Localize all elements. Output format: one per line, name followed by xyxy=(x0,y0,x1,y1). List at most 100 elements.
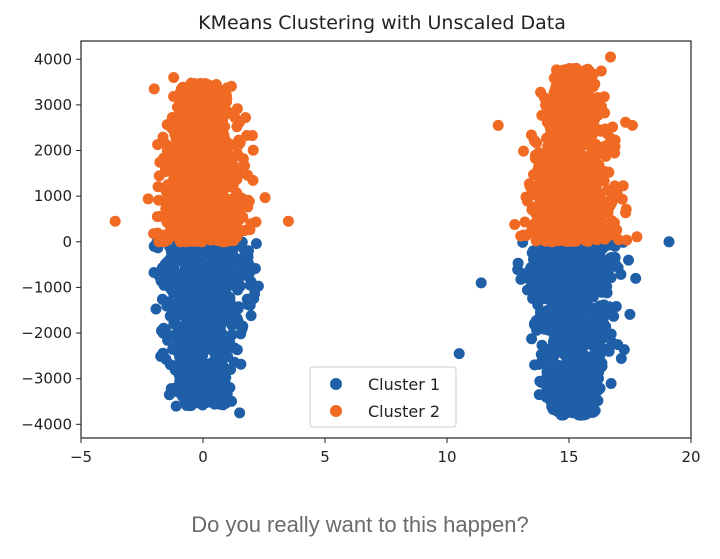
scatter-point-cluster-1 xyxy=(557,391,569,403)
scatter-point-cluster-1 xyxy=(598,319,610,331)
scatter-point-cluster-1 xyxy=(209,317,221,329)
scatter-point-cluster-2 xyxy=(583,222,595,234)
scatter-point-cluster-1 xyxy=(571,325,582,337)
scatter-point-cluster-2 xyxy=(109,215,121,227)
scatter-point-cluster-2 xyxy=(231,141,243,153)
scatter-point-cluster-2 xyxy=(528,134,540,146)
scatter-point-cluster-1 xyxy=(211,291,223,303)
scatter-point-cluster-1 xyxy=(604,255,616,267)
scatter-point-cluster-2 xyxy=(282,215,294,227)
scatter-point-cluster-2 xyxy=(587,81,599,93)
scatter-point-cluster-1 xyxy=(583,328,595,340)
scatter-point-cluster-1 xyxy=(663,236,675,248)
x-tick-label: 0 xyxy=(198,448,208,466)
scatter-point-cluster-1 xyxy=(216,398,228,409)
scatter-point-cluster-2 xyxy=(227,213,239,225)
scatter-point-cluster-2 xyxy=(240,112,251,124)
scatter-point-cluster-1 xyxy=(548,375,560,386)
scatter-point-cluster-2 xyxy=(190,130,202,142)
scatter-point-cluster-1 xyxy=(228,255,240,267)
scatter-point-cluster-1 xyxy=(173,328,185,340)
scatter-point-cluster-1 xyxy=(615,353,627,364)
legend-label-cluster-1: Cluster 1 xyxy=(368,375,440,394)
scatter-point-cluster-2 xyxy=(552,199,564,211)
scatter-point-cluster-2 xyxy=(179,178,191,190)
scatter-point-cluster-1 xyxy=(178,337,190,349)
scatter-point-cluster-2 xyxy=(237,153,249,165)
scatter-point-cluster-1 xyxy=(592,384,604,396)
scatter-point-cluster-2 xyxy=(551,231,563,243)
scatter-point-cluster-1 xyxy=(562,296,574,308)
scatter-point-cluster-1 xyxy=(187,267,198,279)
scatter-point-cluster-1 xyxy=(187,326,199,338)
scatter-point-cluster-1 xyxy=(536,339,548,351)
scatter-point-cluster-1 xyxy=(192,276,204,288)
scatter-point-cluster-2 xyxy=(605,51,616,63)
scatter-point-cluster-2 xyxy=(613,234,625,246)
scatter-point-cluster-2 xyxy=(532,188,544,200)
scatter-point-cluster-2 xyxy=(551,186,563,198)
scatter-point-cluster-2 xyxy=(564,232,576,244)
scatter-point-cluster-1 xyxy=(187,389,199,401)
scatter-point-cluster-1 xyxy=(179,283,191,295)
scatter-point-cluster-1 xyxy=(188,256,199,268)
scatter-point-cluster-2 xyxy=(609,141,621,153)
scatter-point-cluster-1 xyxy=(179,306,191,318)
scatter-point-cluster-1 xyxy=(162,334,174,346)
scatter-point-cluster-2 xyxy=(552,128,564,140)
scatter-point-cluster-2 xyxy=(187,191,199,202)
scatter-point-cluster-1 xyxy=(580,250,592,262)
x-tick-label: 20 xyxy=(681,448,700,466)
scatter-point-cluster-1 xyxy=(564,255,576,267)
scatter-point-cluster-2 xyxy=(530,235,542,247)
scatter-point-cluster-2 xyxy=(199,203,210,214)
scatter-point-cluster-2 xyxy=(607,223,619,235)
scatter-point-cluster-2 xyxy=(185,77,197,89)
scatter-point-cluster-2 xyxy=(164,156,176,168)
scatter-point-cluster-1 xyxy=(197,349,209,361)
scatter-point-cluster-1 xyxy=(586,367,598,379)
scatter-point-cluster-1 xyxy=(234,407,246,419)
scatter-point-cluster-2 xyxy=(631,231,643,243)
scatter-point-cluster-2 xyxy=(243,195,255,207)
scatter-point-cluster-2 xyxy=(579,92,591,104)
scatter-point-cluster-1 xyxy=(574,275,586,287)
scatter-point-cluster-2 xyxy=(160,186,172,198)
scatter-point-cluster-1 xyxy=(582,276,594,288)
scatter-point-cluster-2 xyxy=(216,230,228,242)
scatter-point-cluster-1 xyxy=(598,303,609,315)
scatter-point-cluster-1 xyxy=(572,300,584,312)
scatter-point-cluster-1 xyxy=(527,293,539,304)
scatter-point-cluster-2 xyxy=(173,133,185,145)
scatter-point-cluster-2 xyxy=(182,129,194,141)
scatter-point-cluster-1 xyxy=(545,353,557,365)
scatter-point-cluster-1 xyxy=(176,255,188,267)
scatter-point-cluster-2 xyxy=(546,107,558,119)
scatter-point-cluster-1 xyxy=(596,255,607,267)
scatter-point-cluster-2 xyxy=(168,91,180,102)
scatter-point-cluster-1 xyxy=(573,387,585,398)
scatter-point-cluster-1 xyxy=(549,294,561,306)
scatter-point-cluster-1 xyxy=(453,348,465,360)
scatter-point-cluster-1 xyxy=(598,343,610,355)
scatter-point-cluster-1 xyxy=(207,345,219,357)
scatter-point-cluster-2 xyxy=(197,226,209,238)
scatter-point-cluster-2 xyxy=(599,150,611,161)
scatter-point-cluster-1 xyxy=(596,286,608,298)
scatter-point-cluster-2 xyxy=(247,174,259,186)
y-tick-label: −2000 xyxy=(21,324,72,342)
scatter-point-cluster-2 xyxy=(572,174,584,186)
scatter-point-cluster-2 xyxy=(578,208,590,220)
scatter-point-cluster-2 xyxy=(583,178,595,189)
scatter-point-cluster-2 xyxy=(246,130,258,141)
scatter-point-cluster-1 xyxy=(475,277,487,289)
x-tick-label: −5 xyxy=(70,448,92,466)
scatter-point-cluster-2 xyxy=(492,119,504,131)
scatter-point-cluster-2 xyxy=(591,202,602,213)
scatter-point-cluster-2 xyxy=(220,89,232,101)
scatter-point-cluster-1 xyxy=(589,302,601,314)
scatter-point-cluster-1 xyxy=(533,389,545,401)
scatter-point-cluster-1 xyxy=(529,359,541,371)
scatter-point-cluster-1 xyxy=(562,319,574,331)
y-tick-label: −4000 xyxy=(21,415,72,433)
